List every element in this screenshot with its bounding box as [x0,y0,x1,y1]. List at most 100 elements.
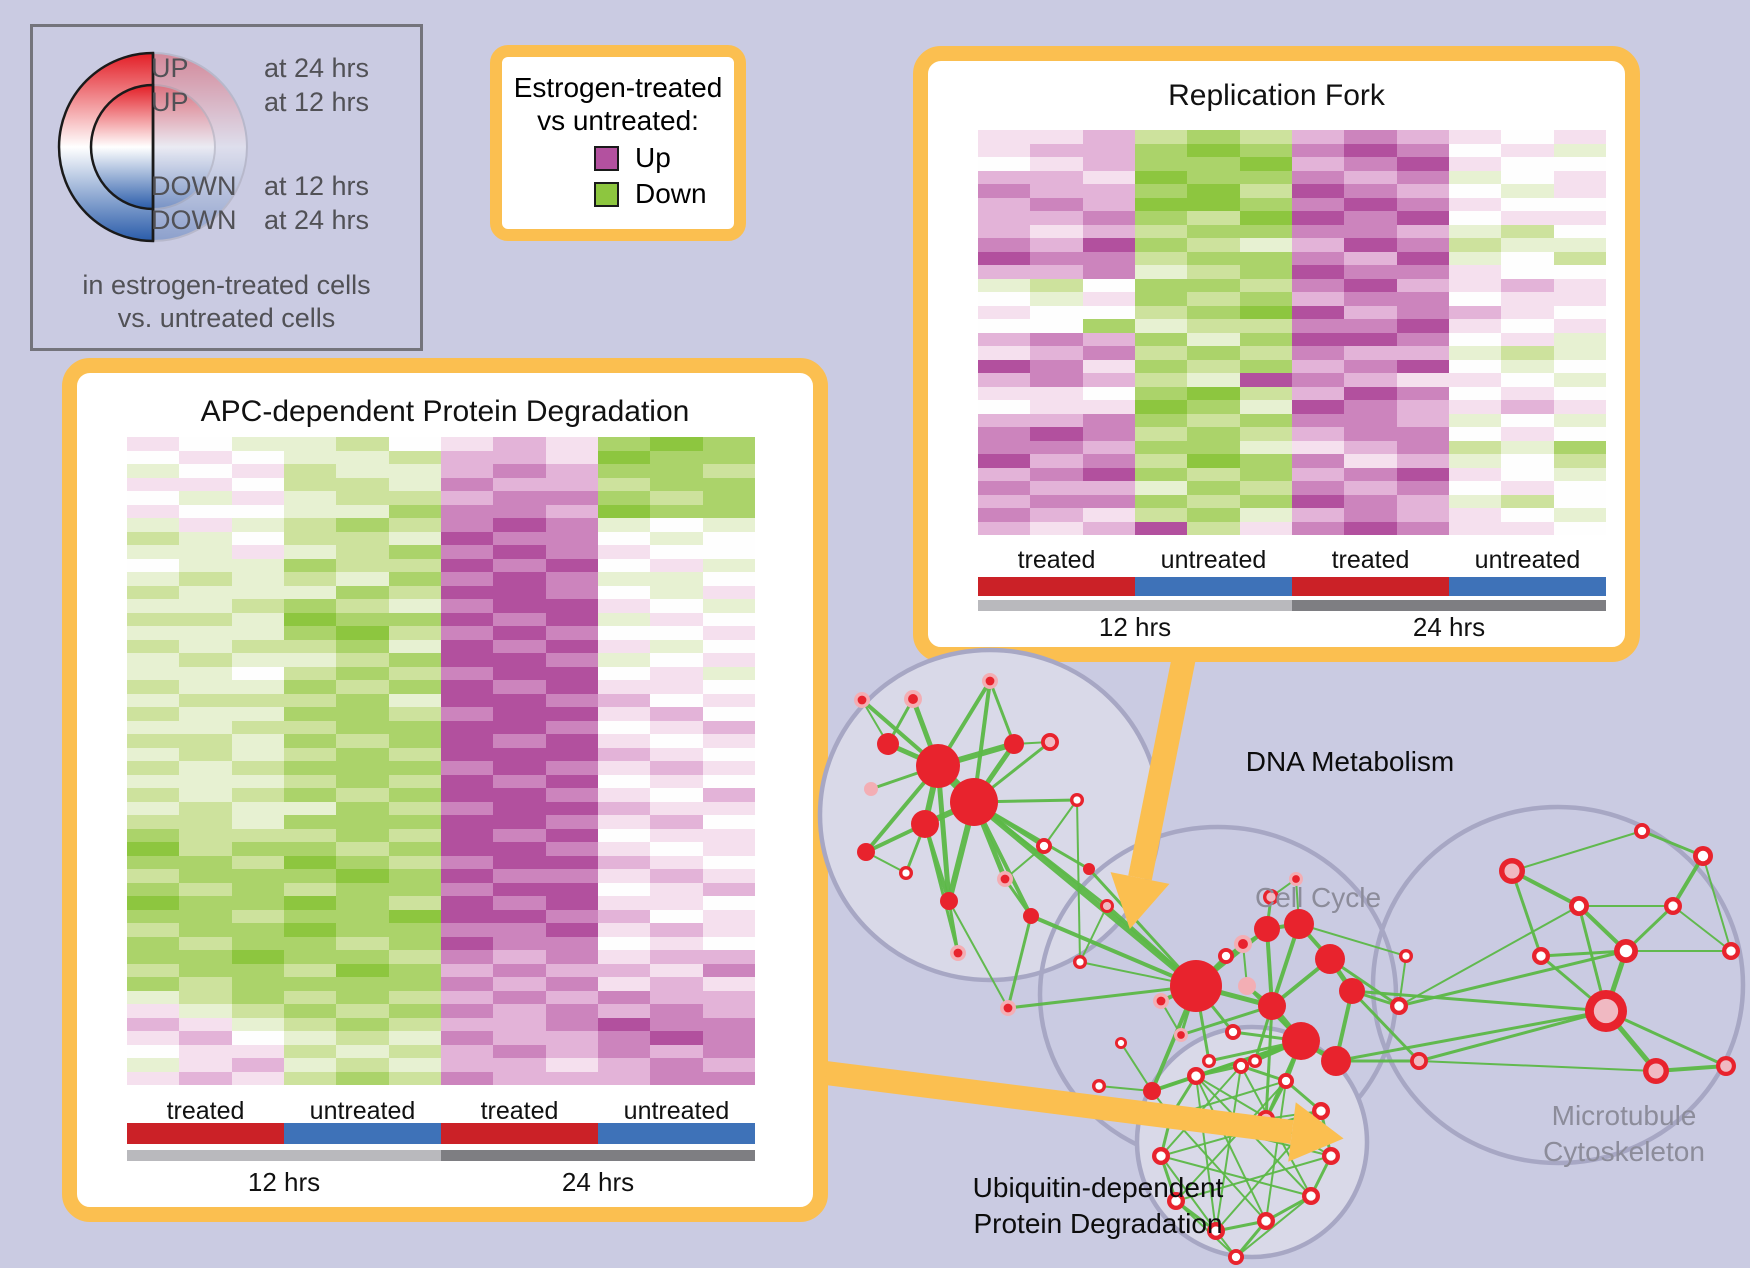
heatmap-row [127,734,755,748]
heatmap-cell [1448,481,1502,495]
heatmap-cell [127,1058,180,1072]
heatmap-row [127,1058,755,1072]
heatmap-cell [336,545,389,559]
heatmap-cell [1239,184,1292,198]
network-node-core [1720,1060,1732,1072]
heatmap-cell [336,936,389,950]
heatmap-cell [597,680,651,694]
heatmap-cell [336,896,389,910]
heatmap-cell [978,440,1031,454]
heatmap-cell [388,1017,441,1031]
heatmap-cell [283,909,337,923]
heatmap-cell [1396,170,1449,184]
heatmap-cell [650,842,703,856]
heatmap-row [978,265,1606,279]
heatmap-cell [1553,170,1606,184]
heatmap-cell [388,923,441,937]
heatmap-cell [650,504,703,518]
heatmap-cell [1448,400,1502,414]
network-edge [1006,915,1033,1009]
panel-arrow [824,1061,1294,1144]
heatmap-cell [1239,251,1292,265]
heatmap-cell [702,491,755,505]
network-node-core [1211,1226,1221,1236]
heatmap-cell [1396,359,1449,373]
heatmap-cell [283,477,337,491]
heatmap-cell [231,801,284,815]
heatmap-cell [545,990,598,1004]
heatmap-cell [545,977,598,991]
heatmap-cell [1553,211,1606,225]
heatmap-cell [388,869,441,883]
network-edge [935,765,952,902]
heatmap-cell [1291,481,1345,495]
heatmap-cell [1239,400,1292,414]
panel-arrow [1128,649,1197,881]
network-edge [923,823,960,954]
heatmap-cell [1239,373,1292,387]
heatmap-cell [650,626,703,640]
heatmap-cell [336,639,389,653]
network-node-core [1231,1252,1241,1262]
heatmap-cell [440,815,494,829]
heatmap-row [127,761,755,775]
heatmap-cell [1501,224,1554,238]
heatmap-cell [702,788,755,802]
heatmap-cell [1030,373,1083,387]
heatmap-cell [545,909,598,923]
heatmap-cell [1239,211,1292,225]
heatmap-cell [388,612,441,626]
heatmap-cell [440,666,494,680]
heatmap-row [978,319,1606,333]
heatmap-cell [493,612,546,626]
heatmap-cell [440,842,494,856]
heatmap-cell [388,950,441,964]
heatmap-cell [1448,251,1502,265]
heatmap-cell [650,545,703,559]
heatmap-cell [1448,278,1502,292]
overlap-caption-line2: vs. untreated cells [117,303,336,333]
overlap-time-label: at 24 hrs [263,53,369,83]
heatmap-cell [231,963,284,977]
heatmap-cell [1448,184,1502,198]
heatmap-cell [1396,386,1449,400]
heatmap-cell [597,558,651,572]
heatmap-cell [978,454,1031,468]
heatmap-cell [1030,170,1083,184]
heatmap-cell [650,464,703,478]
heatmap-cell [1553,251,1606,265]
heatmap-cell [1553,400,1606,414]
heatmap-cell [1553,319,1606,333]
heatmap-cell [1082,454,1135,468]
overlap-row-up-24: UP at 24 hrs [151,53,369,84]
heatmap-cell [650,477,703,491]
network-node-core [1637,826,1647,836]
heatmap-cell [1030,130,1083,144]
network-node-core [1171,1196,1181,1206]
heatmap-cell [1448,332,1502,346]
heatmap-cell [545,896,598,910]
network-edge [1087,867,1198,988]
heatmap-cell [336,1017,389,1031]
heatmap-row [978,440,1606,454]
heatmap-cell [388,801,441,815]
network-edge [1160,1155,1217,1232]
network-node [950,778,998,826]
network-edge [1175,1080,1287,1202]
heatmap-cell [440,882,494,896]
heatmap-cell [388,734,441,748]
heatmap-cell [545,1017,598,1031]
heatmap-cell [493,693,546,707]
heatmap-cell [440,545,494,559]
heatmap-cell [231,639,284,653]
heatmap-cell [388,1058,441,1072]
heatmap-cell [1239,467,1292,481]
heatmap-cell [650,909,703,923]
heatmap-cell [440,491,494,505]
heatmap-cell [545,707,598,721]
heatmap-row [127,666,755,680]
network-node-core [1292,875,1300,883]
heatmap-cell [1030,508,1083,522]
heatmap-cell [1239,332,1292,346]
heatmap-cell [597,464,651,478]
